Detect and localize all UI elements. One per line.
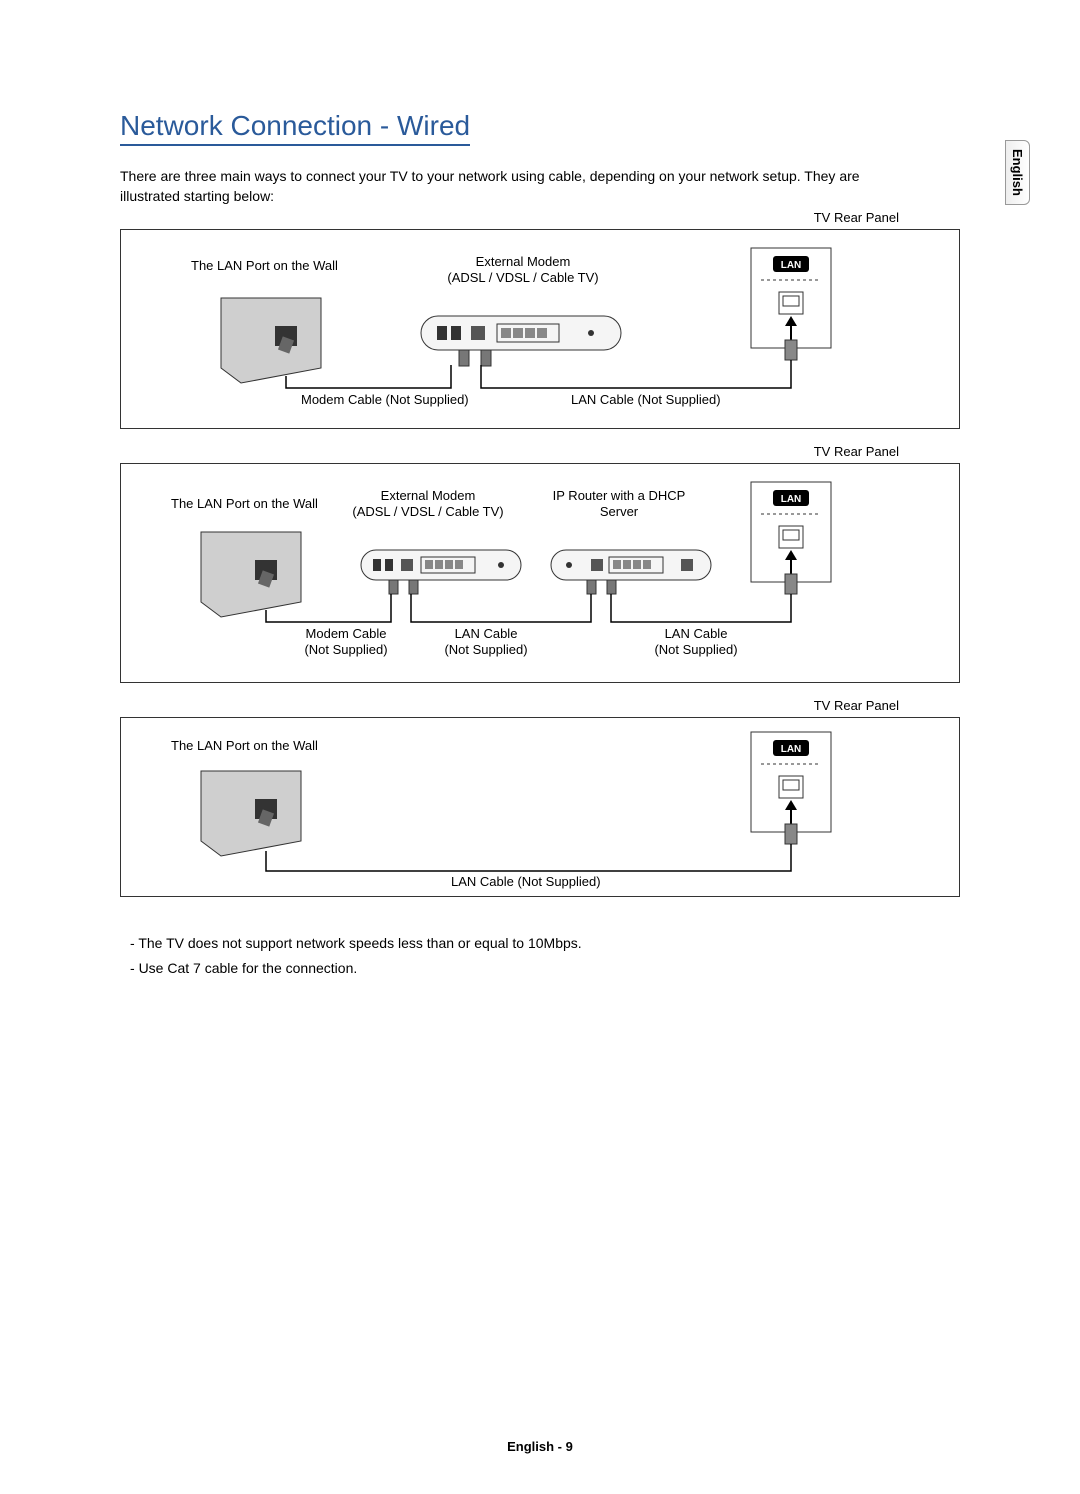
language-tab: English <box>1005 140 1030 205</box>
lan-cable-label: LAN Cable (Not Supplied) <box>571 392 721 409</box>
notes-list: The TV does not support network speeds l… <box>120 931 960 981</box>
diagram-1: TV Rear Panel The LAN Port on the Wall E… <box>120 229 960 429</box>
wall-port-label-3: The LAN Port on the Wall <box>171 738 318 755</box>
tv-rear-label-2: TV Rear Panel <box>814 444 899 461</box>
wall-port-label-2: The LAN Port on the Wall <box>171 496 318 513</box>
intro-text: There are three main ways to connect you… <box>120 166 900 207</box>
router-label-text: IP Router with a DHCP Server <box>553 488 686 520</box>
tv-rear-label-3: TV Rear Panel <box>814 698 899 715</box>
wall-port-label: The LAN Port on the Wall <box>191 258 338 275</box>
lan-badge-text-3: LAN <box>781 744 802 755</box>
lan-cable-3: LAN Cable (Not Supplied) <box>451 874 601 891</box>
modem-label-2a: External Modem <box>381 488 476 503</box>
page-footer: English - 9 <box>0 1439 1080 1454</box>
modem-label-2b: (ADSL / VDSL / Cable TV) <box>352 504 503 519</box>
modem-cable-2: Modem Cable (Not Supplied) <box>291 626 401 660</box>
page-title: Network Connection - Wired <box>120 110 470 146</box>
modem-label-2: (ADSL / VDSL / Cable TV) <box>447 270 598 285</box>
diagram-2: TV Rear Panel The LAN Port on the Wall E… <box>120 463 960 683</box>
tv-rear-label: TV Rear Panel <box>814 210 899 227</box>
modem-label: External Modem (ADSL / VDSL / Cable TV) <box>433 254 613 288</box>
note-item: Use Cat 7 cable for the connection. <box>130 956 960 981</box>
lan-badge-text-2: LAN <box>781 494 802 505</box>
router-label: IP Router with a DHCP Server <box>539 488 699 522</box>
note-item: The TV does not support network speeds l… <box>130 931 960 956</box>
lan-badge-text: LAN <box>781 260 802 271</box>
modem-label-2: External Modem (ADSL / VDSL / Cable TV) <box>343 488 513 522</box>
modem-label-1: External Modem <box>476 254 571 269</box>
lan-cable-2a: LAN Cable (Not Supplied) <box>431 626 541 660</box>
modem-cable-label: Modem Cable (Not Supplied) <box>301 392 469 409</box>
diagram-3: TV Rear Panel The LAN Port on the Wall L… <box>120 717 960 897</box>
page: English Network Connection - Wired There… <box>0 0 1080 1041</box>
lan-cable-2b: LAN Cable (Not Supplied) <box>641 626 751 660</box>
